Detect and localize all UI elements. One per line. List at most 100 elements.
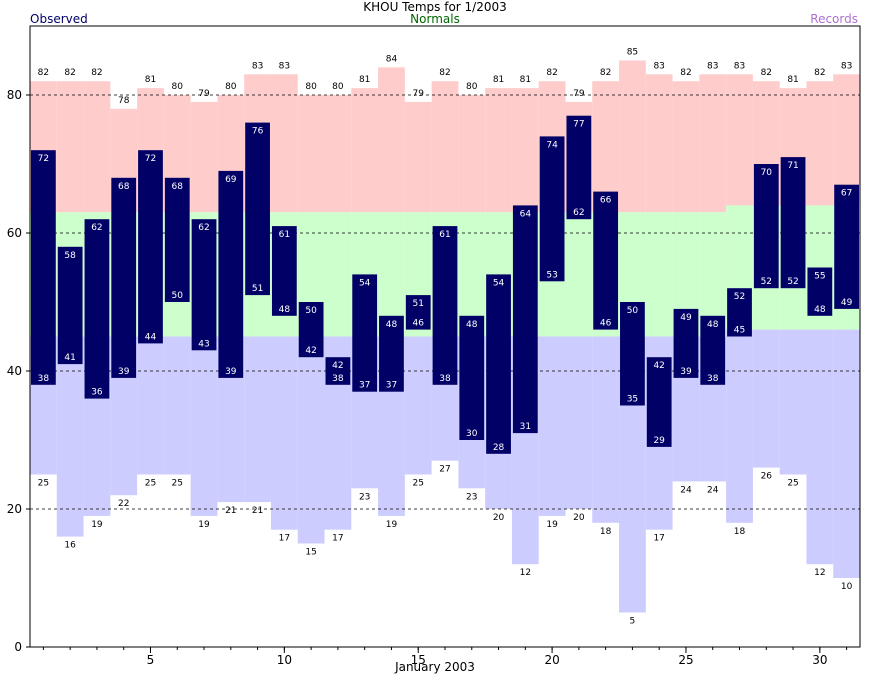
record-low-label: 19	[546, 520, 558, 530]
y-tick-label: 80	[7, 88, 22, 102]
observed-bar	[727, 288, 752, 337]
observed-high-label: 61	[279, 230, 290, 240]
record-high-label: 81	[520, 75, 531, 85]
observed-high-label: 62	[91, 223, 102, 233]
record-low-band	[270, 336, 298, 530]
observed-high-label: 77	[573, 120, 584, 130]
record-low-band	[163, 336, 191, 475]
observed-low-label: 37	[386, 381, 397, 391]
observed-bar	[57, 246, 83, 365]
observed-high-label: 66	[600, 196, 612, 206]
observed-high-label: 67	[841, 189, 852, 199]
observed-low-label: 53	[546, 270, 557, 280]
legend-normals: Normals	[410, 12, 460, 26]
record-low-label: 18	[734, 527, 746, 537]
record-high-label: 78	[118, 96, 130, 106]
x-tick-label: 30	[812, 653, 827, 667]
observed-high-label: 49	[680, 313, 692, 323]
record-low-label: 12	[520, 568, 531, 578]
y-tick-label: 60	[7, 226, 22, 240]
y-tick-label: 0	[14, 640, 22, 654]
observed-bar	[620, 302, 645, 406]
record-high-label: 82	[439, 68, 450, 78]
record-low-band	[565, 336, 593, 509]
observed-low-label: 50	[172, 291, 184, 301]
observed-bar	[593, 191, 619, 330]
record-low-label: 23	[359, 492, 370, 502]
observed-bar	[298, 302, 324, 358]
normal-band	[565, 212, 593, 337]
observed-high-label: 55	[814, 272, 825, 282]
observed-bar	[191, 219, 217, 351]
record-high-band	[485, 88, 512, 213]
record-high-band	[378, 67, 405, 213]
x-tick-label: 25	[678, 653, 693, 667]
record-low-label: 25	[412, 479, 423, 489]
observed-bar	[84, 219, 110, 399]
observed-low-label: 51	[252, 284, 263, 294]
record-low-label: 25	[787, 479, 798, 489]
record-high-label: 82	[761, 68, 772, 78]
observed-bar	[700, 315, 726, 385]
observed-high-label: 69	[225, 175, 237, 185]
record-low-band	[538, 336, 566, 516]
observed-bar	[673, 308, 699, 378]
record-high-label: 80	[305, 82, 317, 92]
legend-records: Records	[810, 12, 858, 26]
record-low-label: 26	[761, 472, 773, 482]
observed-low-label: 62	[573, 208, 584, 218]
observed-bar	[753, 164, 779, 289]
observed-low-label: 31	[520, 422, 531, 432]
record-low-band	[806, 329, 834, 565]
observed-low-label: 46	[412, 319, 424, 329]
record-high-label: 80	[172, 82, 184, 92]
record-low-label: 15	[305, 548, 316, 558]
x-tick-label: 15	[411, 653, 426, 667]
record-high-label: 82	[680, 68, 691, 78]
record-low-label: 24	[680, 485, 692, 495]
record-high-label: 83	[841, 61, 852, 71]
observed-high-label: 72	[145, 154, 156, 164]
record-high-label: 83	[279, 61, 290, 71]
observed-high-label: 54	[359, 278, 371, 288]
record-low-label: 17	[279, 534, 290, 544]
record-high-band	[458, 95, 486, 213]
observed-low-label: 38	[38, 374, 50, 384]
x-tick-label: 5	[147, 653, 155, 667]
record-high-label: 79	[573, 89, 585, 99]
record-low-label: 25	[145, 479, 156, 489]
record-low-band	[726, 329, 753, 523]
record-low-label: 20	[573, 513, 585, 523]
record-high-band	[190, 101, 218, 213]
record-low-label: 19	[386, 520, 398, 530]
record-low-band	[56, 336, 84, 537]
record-high-band	[833, 74, 860, 206]
record-low-band	[779, 329, 807, 475]
record-low-label: 20	[493, 513, 505, 523]
observed-low-label: 49	[841, 298, 853, 308]
observed-high-label: 48	[707, 320, 719, 330]
observed-bar	[539, 136, 565, 282]
observed-low-label: 52	[787, 277, 798, 287]
observed-high-label: 62	[198, 223, 209, 233]
observed-high-label: 71	[787, 161, 798, 171]
record-high-label: 81	[493, 75, 504, 85]
record-high-label: 82	[91, 68, 102, 78]
record-low-label: 21	[225, 506, 236, 516]
observed-low-label: 42	[305, 346, 316, 356]
record-high-label: 83	[653, 61, 664, 71]
record-high-label: 81	[145, 75, 156, 85]
record-high-label: 82	[64, 68, 75, 78]
record-high-band	[56, 81, 84, 213]
record-low-label: 17	[653, 534, 664, 544]
observed-low-label: 37	[359, 381, 370, 391]
observed-bar	[512, 205, 538, 434]
observed-low-label: 38	[332, 374, 344, 384]
record-high-band	[592, 81, 620, 213]
observed-high-label: 68	[118, 182, 130, 192]
observed-low-label: 39	[680, 367, 692, 377]
record-low-band	[592, 336, 620, 523]
observed-high-label: 52	[734, 292, 745, 302]
record-low-label: 5	[630, 617, 636, 627]
